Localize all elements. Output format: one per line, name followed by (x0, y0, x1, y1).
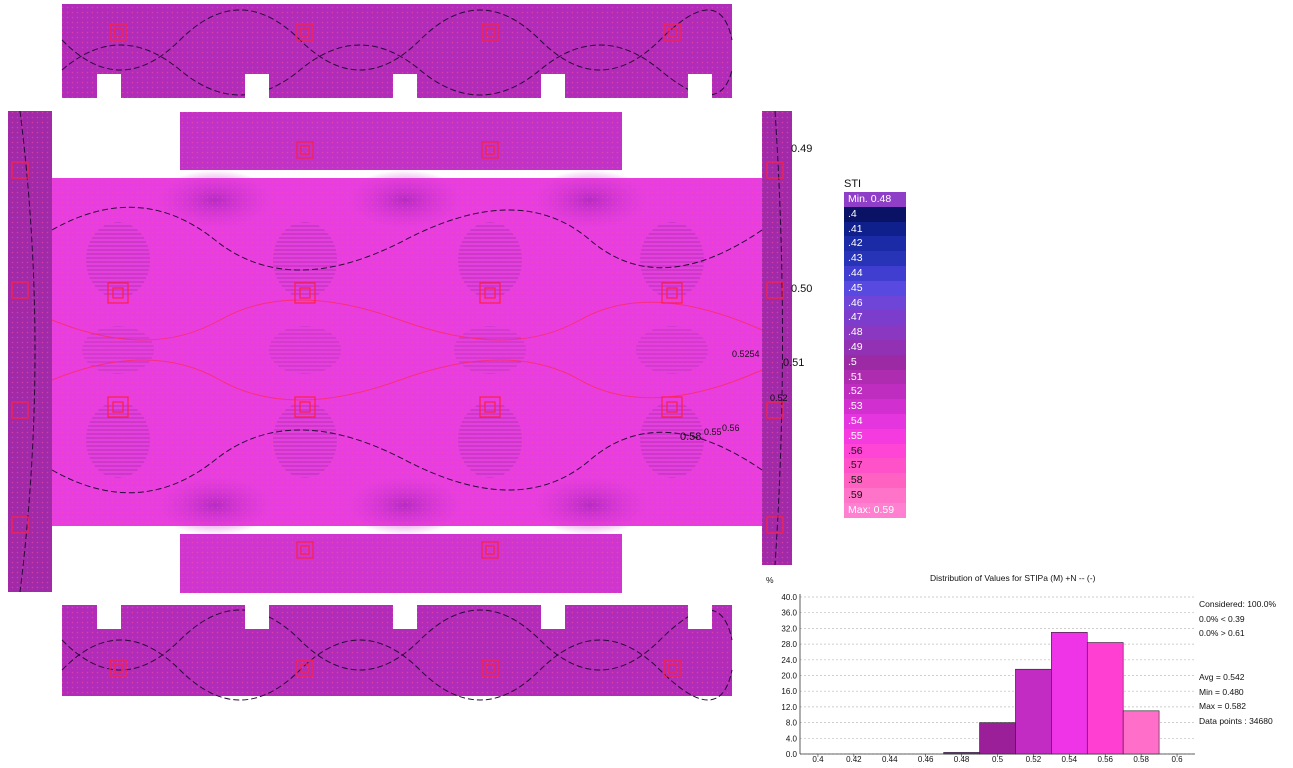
x-tick-label: 0.6 (1171, 755, 1183, 763)
y-tick-label: 12.0 (781, 703, 797, 712)
histogram-stat: Min = 0.480 (1199, 686, 1244, 697)
x-tick-label: 0.42 (846, 755, 862, 763)
histogram-bar (943, 752, 980, 755)
histogram-bar (1122, 710, 1160, 755)
legend-entry: .54 (844, 413, 906, 429)
x-tick-label: 0.46 (918, 755, 934, 763)
histogram-stat: 0.0% > 0.61 (1199, 628, 1245, 639)
contour-label: 0.49 (791, 143, 813, 155)
histogram-title: Distribution of Values for STIPa (M) +N … (930, 573, 1096, 583)
histogram-bar (979, 722, 1016, 755)
legend-entry: .45 (844, 280, 906, 296)
contour-label: 0.55 (704, 427, 722, 437)
legend-entry: .5 (844, 354, 906, 370)
histogram-stat (1199, 641, 1293, 656)
y-tick-label: 24.0 (781, 656, 797, 665)
speaker-icons (11, 23, 784, 677)
x-tick-label: 0.48 (954, 755, 970, 763)
contour-label: 0.5254 (732, 349, 760, 359)
plan-bottom-strip (61, 605, 733, 701)
legend-entry: .53 (844, 399, 906, 414)
legend-entry: .57 (844, 458, 906, 474)
y-tick-label: 32.0 (781, 624, 797, 633)
y-tick-label: 28.0 (781, 640, 797, 649)
distribution-histogram: Distribution of Values for STIPa (M) +N … (740, 566, 1293, 764)
histogram-stat: Max = 0.582 (1199, 701, 1247, 712)
x-tick-label: 0.44 (882, 755, 898, 763)
y-tick-label: 40.0 (781, 593, 797, 602)
sti-color-legend: STI Min. 0.48.4.41.42.43.44.45.46.47.48.… (844, 176, 906, 518)
histogram-stat: 0.0% < 0.39 (1199, 613, 1245, 624)
y-tick-label: 36.0 (781, 609, 797, 618)
plan-main-hall (51, 170, 763, 535)
legend-entry: .59 (844, 487, 906, 503)
y-axis-label: % (766, 575, 774, 585)
legend-title: STI (844, 178, 862, 190)
x-tick-label: 0.5 (992, 755, 1004, 763)
x-tick-label: 0.56 (1097, 755, 1113, 763)
x-tick-label: 0.52 (1026, 755, 1042, 763)
contour-label: 0.50 (791, 283, 813, 295)
histogram-stat: Avg = 0.542 (1199, 671, 1245, 682)
y-tick-label: 0.0 (786, 750, 798, 759)
legend-entry: .55 (844, 428, 906, 444)
legend-entry: Min. 0.48 (844, 192, 906, 207)
y-tick-label: 16.0 (781, 687, 797, 696)
histogram-bar (1051, 632, 1088, 755)
legend-entry: .46 (844, 295, 906, 311)
legend-entry: .56 (844, 443, 906, 459)
contour-label: 0.51 (783, 357, 805, 369)
histogram-stat: Data points : 34680 (1199, 715, 1273, 726)
legend-entry: .41 (844, 221, 906, 237)
contour-label: 0.58 (680, 431, 702, 443)
plan-small-rooms (180, 112, 622, 593)
contour-label: 0.52 (770, 393, 788, 403)
x-tick-label: 0.4 (812, 755, 824, 763)
histogram-chart: % 0.0 4.0 8.0 12.0 16.0 20.0 24.0 28.0 32.0 36.0 40… (766, 575, 1195, 764)
y-tick-label: 8.0 (786, 719, 798, 728)
legend-entry: .44 (844, 265, 906, 281)
legend-entry: Max: 0.59 (844, 502, 906, 518)
legend-entry: .52 (844, 384, 906, 400)
legend-entry: .48 (844, 325, 906, 340)
legend-entry: .58 (844, 473, 906, 488)
histogram-bar (1015, 668, 1052, 755)
histogram-stats: Considered: 100.0% 0.0% < 0.39 0.0% > 0.61… (1199, 597, 1293, 728)
legend-entry: .51 (844, 369, 906, 385)
histogram-stat (1199, 655, 1293, 670)
plan-top-strip (61, 4, 733, 99)
histogram-stat: Considered: 100.0% (1199, 599, 1277, 609)
y-tick-label: 20.0 (781, 672, 797, 681)
legend-entry: .4 (844, 206, 906, 222)
sti-contour-plan (8, 4, 792, 701)
legend-entry: .43 (844, 251, 906, 266)
plan-side-strips (8, 110, 792, 593)
legend-entry: .49 (844, 339, 906, 355)
histogram-bar (1086, 642, 1124, 755)
contour-label: 0.56 (722, 423, 740, 433)
legend-entry: .42 (844, 236, 906, 252)
y-tick-label: 4.0 (786, 734, 798, 743)
x-tick-label: 0.58 (1133, 755, 1149, 763)
legend-entry: .47 (844, 310, 906, 326)
x-tick-label: 0.54 (1062, 755, 1078, 763)
